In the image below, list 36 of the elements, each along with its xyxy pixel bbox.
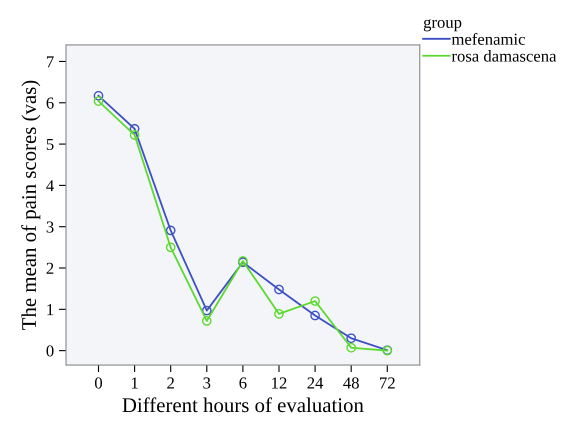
- point: [346, 342, 356, 353]
- legend-title: group: [424, 19, 462, 32]
- y-tick-label: 4: [46, 180, 54, 192]
- x-tick-label: 12: [272, 377, 286, 388]
- point: [310, 310, 320, 320]
- point: [274, 309, 284, 319]
- point: [94, 90, 104, 101]
- y-tick-label: 3: [46, 221, 54, 233]
- x-axis-title: Different hours of evaluation: [122, 397, 364, 412]
- y-tick-label: 2: [46, 262, 54, 274]
- point: [166, 226, 176, 236]
- point: [310, 296, 320, 306]
- point: [130, 124, 140, 134]
- point: [130, 130, 140, 140]
- y-tick-label: 6: [46, 98, 54, 109]
- x-tick-label: 1: [132, 377, 138, 388]
- point: [202, 316, 212, 326]
- x-tick-label: 3: [203, 377, 210, 389]
- point: [202, 306, 212, 316]
- point: [346, 333, 356, 344]
- x-tick-label: 48: [343, 377, 359, 389]
- x-tick-label: 0: [94, 377, 102, 389]
- y-tick-label: 5: [46, 138, 54, 150]
- y-tick-label: 0: [46, 345, 54, 357]
- x-tick-label: 24: [307, 377, 324, 388]
- point: [94, 96, 104, 106]
- y-axis-title: The mean of pain scores (vas): [21, 80, 40, 330]
- legend-label: rosa damascena: [452, 50, 556, 62]
- x-tick-label: 72: [380, 377, 395, 388]
- legend-label: mefenamic: [452, 32, 525, 45]
- point: [166, 242, 176, 252]
- x-tick-label: 6: [239, 377, 247, 389]
- x-tick-label: 2: [167, 377, 174, 388]
- y-tick-label: 7: [46, 56, 54, 68]
- y-tick-label: 1: [47, 304, 54, 316]
- point: [274, 284, 284, 294]
